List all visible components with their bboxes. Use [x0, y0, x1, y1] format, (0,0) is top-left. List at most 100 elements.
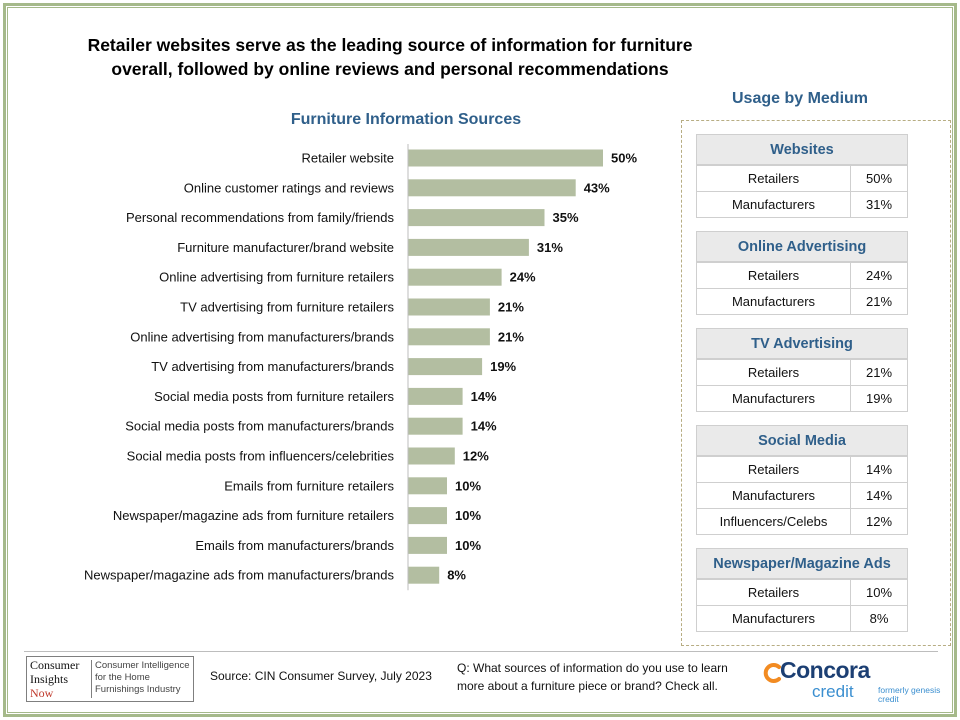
usage-row-value: 8%	[869, 611, 889, 626]
usage-row: Manufacturers 19%	[697, 385, 907, 411]
value-label: 43%	[584, 180, 610, 195]
usage-row: Retailers 10%	[697, 579, 907, 605]
concora-credit: credit	[812, 682, 854, 701]
usage-group-header: Social Media	[697, 426, 907, 456]
usage-group-header: Newspaper/Magazine Ads	[697, 549, 907, 579]
usage-row-value: 10%	[865, 585, 893, 600]
usage-row-label: Manufacturers	[697, 289, 851, 314]
category-label: Online advertising from manufacturers/br…	[130, 329, 394, 344]
usage-row-label: Influencers/Celebs	[697, 509, 851, 534]
usage-row-label: Retailers	[697, 457, 851, 482]
inner-frame	[7, 7, 953, 713]
cin-logo-word-3: Now	[30, 686, 54, 700]
usage-row: Retailers 50%	[697, 165, 907, 191]
usage-row-label: Retailers	[697, 360, 851, 385]
category-label: Emails from manufacturers/brands	[195, 538, 394, 553]
bar	[408, 566, 440, 584]
category-label: TV advertising from manufacturers/brands	[151, 359, 394, 374]
usage-row-value: 50%	[865, 171, 893, 186]
bar	[408, 328, 490, 346]
chart-title: Furniture Information Sources	[290, 111, 522, 128]
value-label: 35%	[553, 210, 579, 225]
usage-row-label: Manufacturers	[697, 606, 851, 631]
usage-row: Retailers 14%	[697, 456, 907, 482]
value-label: 10%	[455, 538, 481, 553]
value-label: 19%	[490, 359, 516, 374]
category-label: Retailer website	[302, 151, 395, 166]
usage-row-value: 31%	[865, 197, 893, 212]
source-note: Source: CIN Consumer Survey, July 2023	[210, 669, 432, 683]
cin-logo-wordmark: Consumer Insights Now	[30, 658, 92, 700]
outer-frame	[3, 3, 957, 717]
usage-row-value: 24%	[865, 268, 893, 283]
usage-group: Websites Retailers 50% Manufacturers 31%	[696, 134, 908, 218]
bar	[408, 179, 576, 197]
category-label: Newspaper/magazine ads from manufacturer…	[84, 568, 394, 583]
bar	[408, 209, 545, 227]
usage-group-header: Online Advertising	[697, 232, 907, 262]
usage-row-value: 12%	[865, 514, 893, 529]
category-label: Online advertising from furniture retail…	[159, 270, 394, 285]
usage-row-label: Retailers	[697, 166, 851, 191]
headline: Retailer websites serve as the leading s…	[40, 33, 740, 81]
value-label: 12%	[463, 449, 489, 464]
category-label: Online customer ratings and reviews	[184, 180, 395, 195]
category-label: Social media posts from manufacturers/br…	[125, 419, 394, 434]
category-label: Emails from furniture retailers	[224, 478, 394, 493]
value-label: 10%	[455, 508, 481, 523]
usage-row-label: Manufacturers	[697, 386, 851, 411]
headline-line-2: overall, followed by online reviews and …	[111, 59, 669, 79]
cin-logo-word-2: Insights	[30, 672, 69, 686]
bar	[408, 238, 529, 256]
value-label: 50%	[611, 151, 637, 166]
bar	[408, 477, 447, 495]
usage-row-value: 19%	[865, 391, 893, 406]
usage-row: Retailers 24%	[697, 262, 907, 288]
bar	[408, 417, 463, 435]
value-label: 14%	[471, 419, 497, 434]
concora-mark-icon	[763, 663, 781, 683]
cin-logo-tagline: Consumer Intelligence for the Home Furni…	[95, 660, 190, 695]
usage-group: TV Advertising Retailers 21% Manufacturers 1…	[696, 328, 908, 412]
bar	[408, 268, 502, 286]
category-label: Personal recommendations from family/fri…	[126, 210, 395, 225]
bar	[408, 298, 490, 316]
usage-row-value: 14%	[865, 488, 893, 503]
cin-logo-word-1: Consumer	[30, 658, 80, 672]
usage-row: Manufacturers 8%	[697, 605, 907, 631]
value-label: 21%	[498, 329, 524, 344]
category-label: TV advertising from furniture retailers	[180, 300, 394, 315]
category-label: Newspaper/magazine ads from furniture re…	[113, 508, 395, 523]
category-label: Social media posts from furniture retail…	[154, 389, 394, 404]
usage-panel	[681, 120, 951, 646]
value-label: 31%	[537, 240, 563, 255]
usage-row-value: 21%	[865, 365, 893, 380]
usage-row: Manufacturers 14%	[697, 482, 907, 508]
usage-title: Usage by Medium	[731, 90, 869, 107]
cin-logo-divider	[91, 660, 92, 698]
bar	[408, 358, 483, 376]
usage-row-value: 21%	[865, 294, 893, 309]
usage-row: Retailers 21%	[697, 359, 907, 385]
usage-row-label: Manufacturers	[697, 483, 851, 508]
concora-formerly: formerly genesis credit	[878, 685, 941, 704]
category-label: Furniture manufacturer/brand website	[177, 240, 394, 255]
usage-row: Manufacturers 21%	[697, 288, 907, 314]
bar	[408, 507, 447, 525]
usage-row-label: Retailers	[697, 263, 851, 288]
usage-row-value: 14%	[865, 462, 893, 477]
usage-row: Influencers/Celebs 12%	[697, 508, 907, 534]
value-label: 14%	[471, 389, 497, 404]
usage-row: Manufacturers 31%	[697, 191, 907, 217]
value-label: 8%	[447, 568, 466, 583]
value-label: 24%	[510, 270, 536, 285]
category-label: Social media posts from influencers/cele…	[127, 449, 395, 464]
headline-line-1: Retailer websites serve as the leading s…	[87, 35, 693, 55]
usage-group: Social Media Retailers 14% Manufacturers 14%…	[696, 425, 908, 535]
value-label: 10%	[455, 478, 481, 493]
bar	[408, 536, 447, 554]
usage-group-header: Websites	[697, 135, 907, 165]
usage-row-label: Retailers	[697, 580, 851, 605]
bar	[408, 447, 455, 465]
